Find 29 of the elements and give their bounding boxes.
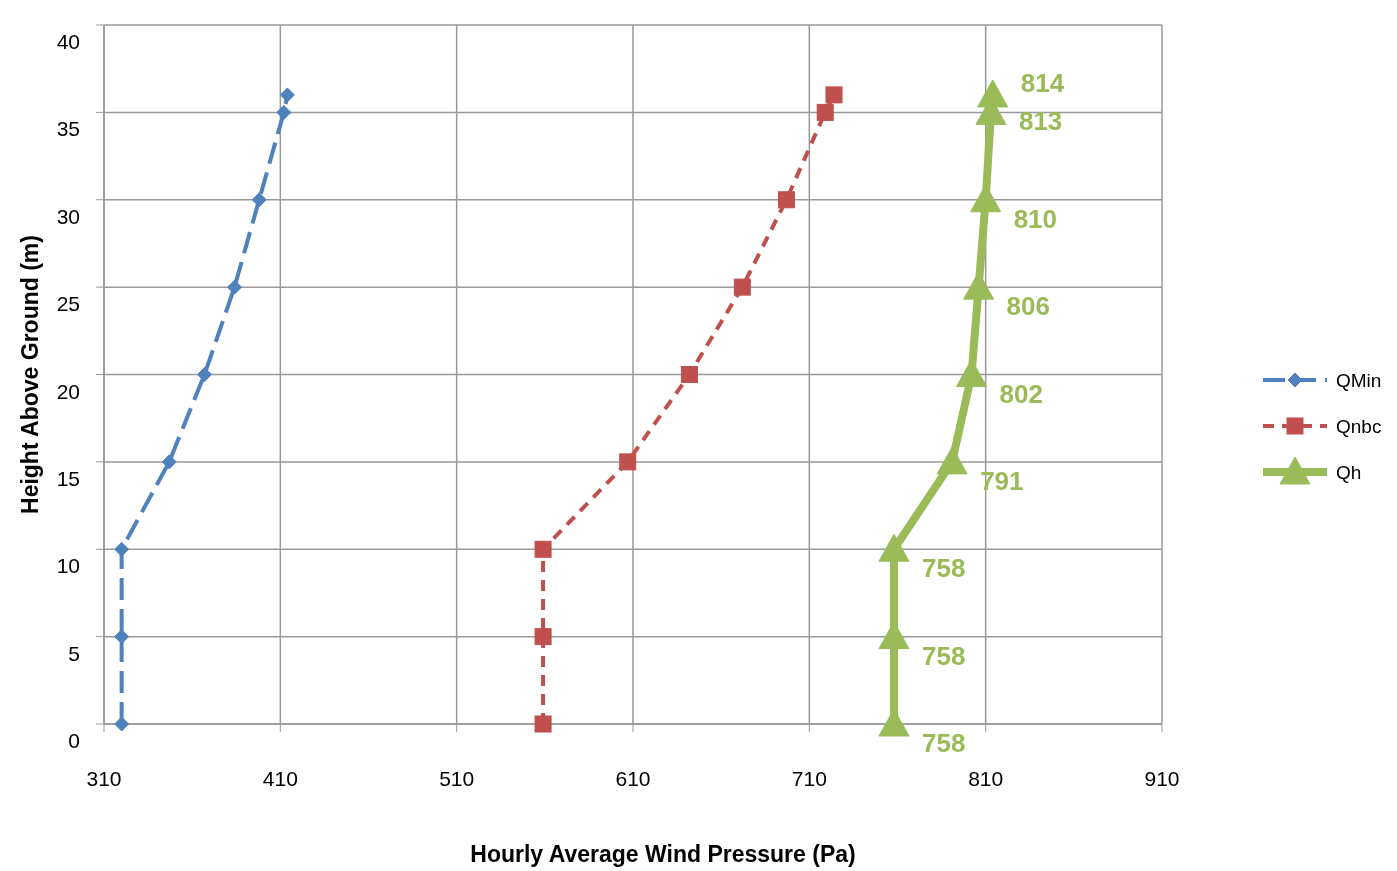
y-tick-label: 30 [56,204,80,228]
x-tick-label: 910 [1144,767,1180,790]
x-tick-label: 510 [439,767,475,790]
y-tick-label: 40 [56,30,80,53]
data-label: 758 [921,553,966,584]
y-tick-label: 10 [56,554,80,578]
data-label: 758 [921,728,966,758]
data-label: 802 [999,378,1043,409]
y-tick-label: 35 [56,117,80,141]
data-label: 810 [1013,203,1058,234]
x-axis-title: Hourly Average Wind Pressure (Pa) [470,841,856,867]
data-label: 806 [1006,291,1050,322]
y-tick-label: 0 [68,729,80,752]
x-tick-label: 410 [262,767,298,790]
data-label: 813 [1018,106,1063,137]
y-tick-label: 5 [68,641,80,665]
y-tick-label: 15 [56,466,80,490]
y-axis-title: Height Above Ground (m) [17,235,43,514]
legend-label: Qnbc [1336,416,1382,437]
x-tick-label: 310 [86,767,122,790]
x-tick-label: 610 [615,767,651,790]
legend-label: Qh [1336,462,1362,483]
data-label: 814 [1020,67,1065,98]
y-tick-label: 25 [56,292,80,316]
data-label: 758 [921,640,966,671]
y-tick-label: 20 [56,379,80,403]
x-tick-label: 710 [791,767,827,790]
x-tick-label: 810 [968,767,1004,790]
legend-label: QMin [1336,370,1382,391]
